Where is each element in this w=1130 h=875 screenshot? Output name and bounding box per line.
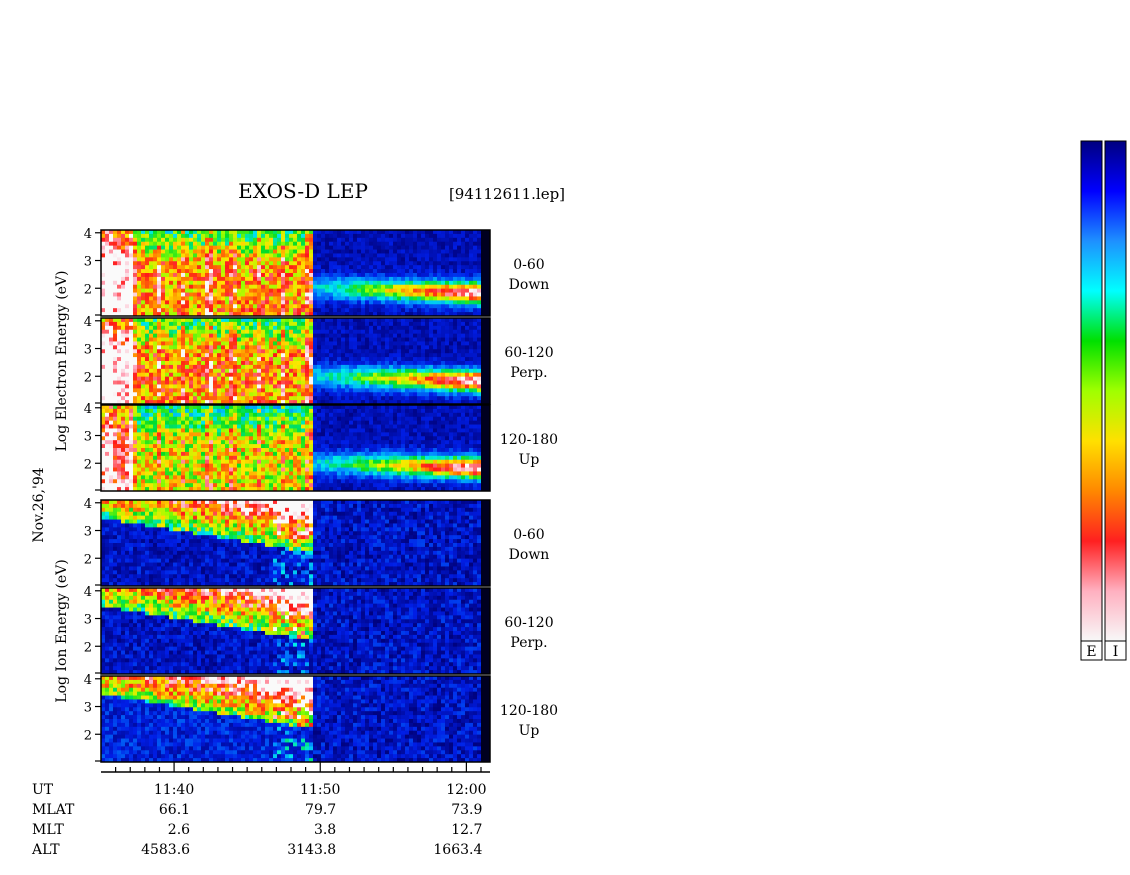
y-tick-label: 2 [84, 728, 92, 743]
colorbar-I: I [1104, 140, 1127, 661]
panel-e-perp: 2 3 4 60-120 Perp. [84, 315, 554, 405]
panel-frame [100, 499, 491, 587]
ion-ylabel: Log Ion Energy (eV) [54, 559, 70, 702]
data-gap-bar [481, 588, 490, 674]
channel-label: 0-60 [513, 527, 544, 543]
ephemeris-value: 12.7 [451, 822, 482, 838]
y-tick-label: 4 [84, 315, 92, 330]
panel-frame [100, 317, 491, 405]
ephemeris-value: 73.9 [451, 802, 482, 818]
ephemeris-row-label: MLAT [32, 802, 75, 818]
direction-label: Up [519, 452, 540, 468]
data-gap-bar [481, 318, 490, 404]
direction-label: Perp. [510, 635, 547, 651]
data-gap-bar [481, 500, 490, 586]
y-tick-label: 2 [84, 552, 92, 567]
heatmap-i-perp [101, 588, 482, 675]
direction-label: Down [509, 277, 550, 293]
ephemeris-value: 66.1 [159, 802, 190, 818]
date-label: Nov.26,'94 [31, 467, 47, 542]
ephemeris-value: 3143.8 [287, 842, 336, 858]
chart-title: EXOS-D LEP [238, 179, 368, 203]
y-tick-label: 4 [84, 402, 92, 417]
ephemeris-value: 79.7 [305, 802, 336, 818]
x-tick-label: 12:00 [446, 782, 486, 798]
y-tick-label: 4 [84, 585, 92, 600]
heatmap-i-down [101, 500, 482, 587]
y-tick-label: 2 [84, 640, 92, 655]
time-axis [101, 762, 490, 773]
panel-frame [100, 587, 491, 675]
ephemeris-value: 4583.6 [141, 842, 190, 858]
panel-e-up: 2 3 4 120-180 Up [84, 402, 558, 492]
ephemeris-value: 1663.4 [433, 842, 482, 858]
ephemeris-row-label: ALT [31, 842, 60, 858]
electron-ylabel: Log Electron Energy (eV) [54, 270, 70, 451]
ephemeris-value: 3.8 [314, 822, 336, 838]
y-tick-label: 3 [84, 701, 92, 716]
panel-i-down: 2 3 4 0-60 Down [84, 497, 550, 587]
panel-frame [100, 404, 491, 492]
spectrogram-panels: 2 3 4 0-60 Down 2 3 4 60-120 Perp. 2 3 4 120-180 Up 2 3 4… [84, 227, 558, 763]
channel-label: 0-60 [513, 257, 544, 273]
colorbar-E: E [1080, 140, 1103, 661]
y-tick-label: 3 [84, 255, 92, 270]
colorbar-label: E [1086, 644, 1096, 660]
direction-label: Up [519, 723, 540, 739]
file-label: [94112611.lep] [449, 185, 565, 203]
direction-label: Down [509, 547, 550, 563]
channel-label: 120-180 [500, 703, 558, 719]
x-tick-label: 11:50 [300, 782, 340, 798]
heatmap-e-up [101, 405, 482, 492]
heatmap-e-perp [101, 318, 482, 405]
y-tick-label: 4 [84, 673, 92, 688]
ephemeris-row-label: MLT [32, 822, 64, 838]
direction-label: Perp. [510, 365, 547, 381]
panel-i-perp: 2 3 4 60-120 Perp. [84, 585, 554, 675]
ephemeris-value: 2.6 [168, 822, 190, 838]
panel-e-down: 2 3 4 0-60 Down [84, 227, 550, 317]
channel-label: 120-180 [500, 432, 558, 448]
y-tick-label: 3 [84, 430, 92, 445]
data-gap-bar [481, 230, 490, 316]
y-tick-label: 3 [84, 343, 92, 358]
heatmap-i-up [101, 676, 482, 763]
y-tick-label: 4 [84, 227, 92, 242]
y-tick-label: 2 [84, 282, 92, 297]
panel-i-up: 2 3 4 120-180 Up [84, 673, 558, 763]
y-tick-label: 4 [84, 497, 92, 512]
channel-label: 60-120 [504, 345, 553, 361]
y-tick-label: 3 [84, 613, 92, 628]
x-tick-label: 11:40 [154, 782, 194, 798]
y-tick-label: 2 [84, 457, 92, 472]
panel-frame [100, 675, 491, 763]
channel-label: 60-120 [504, 615, 553, 631]
data-gap-bar [481, 676, 490, 762]
data-gap-bar [481, 405, 490, 491]
heatmap-e-down [101, 230, 482, 317]
ephemeris-row-label: UT [32, 782, 54, 798]
ephemeris-table: UT MLAT MLT ALT 11:40 66.1 2.6 4583.6 11:50 79.7 3… [31, 782, 487, 858]
panel-frame [100, 229, 491, 317]
y-tick-label: 3 [84, 525, 92, 540]
colorbar-label: I [1113, 644, 1119, 660]
y-tick-label: 2 [84, 370, 92, 385]
